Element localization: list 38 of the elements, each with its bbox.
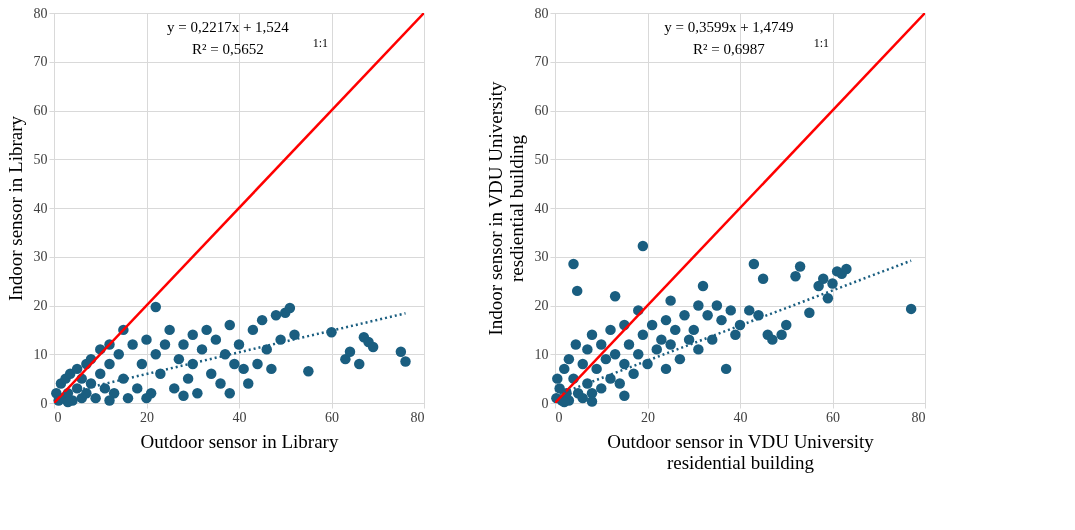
x-axis-title: Outdoor sensor in VDU University residential building: [607, 430, 875, 473]
x-tick-label: 60: [325, 409, 339, 425]
y-axis-title: Indoor sensor in Library: [4, 115, 26, 302]
y-tick-label: 20: [534, 298, 549, 313]
x-axis-title: Outdoor sensor in Library: [140, 430, 339, 452]
x-tick-label: 20: [641, 409, 655, 425]
y-tick-label: 30: [33, 249, 48, 265]
x-tick-label: 60: [826, 409, 840, 425]
y-tick-label: 40: [534, 200, 549, 216]
y-tick-label: 70: [534, 54, 549, 70]
annotation: R² = 0,6987: [693, 41, 766, 57]
y-tick-label: 30: [534, 249, 549, 265]
annotation: 1:1: [813, 36, 830, 50]
x-tick-label: 20: [140, 409, 154, 425]
x-tick-label: 80: [410, 409, 425, 425]
y-tick-label: 80: [33, 5, 48, 21]
annotation: y = 0,2217x + 1,524: [166, 19, 290, 35]
x-tick-label: 40: [733, 409, 748, 425]
annotation: R² = 0,5652: [192, 41, 264, 57]
y-tick-label: 50: [534, 151, 549, 167]
y-tick-label: 80: [534, 5, 549, 21]
y-tick-label: 20: [33, 298, 48, 313]
y-tick-label: 40: [33, 200, 48, 216]
y-axis-title: Indoor sensor in VDU University resdiential building: [484, 80, 527, 336]
y-tick-label: 60: [534, 103, 549, 118]
y-tick-label: 10: [534, 346, 549, 362]
x-tick-label: 0: [54, 409, 62, 425]
y-tick-label: 60: [33, 103, 48, 118]
annotation: 1:1: [312, 36, 329, 50]
y-tick-label: 0: [541, 395, 549, 411]
x-tick-label: 80: [911, 409, 926, 425]
x-tick-label: 40: [232, 409, 247, 425]
y-tick-label: 70: [33, 54, 48, 70]
y-tick-label: 0: [40, 395, 48, 411]
x-tick-label: 0: [555, 409, 563, 425]
y-tick-label: 50: [33, 151, 48, 167]
annotation: y = 0,3599x + 1,4749: [664, 19, 794, 35]
y-tick-label: 10: [33, 346, 48, 362]
